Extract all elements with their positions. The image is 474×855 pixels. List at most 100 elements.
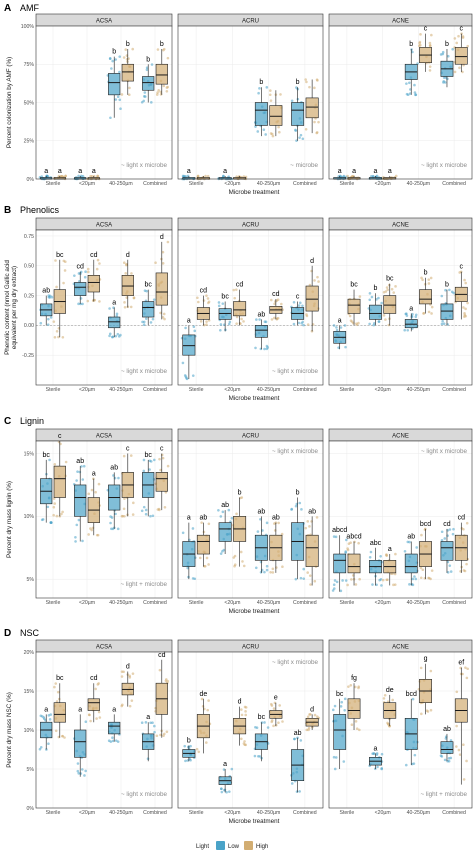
data-point — [446, 77, 449, 81]
data-point — [334, 756, 338, 759]
x-tick-label: 40-250µm — [109, 387, 132, 393]
data-point — [219, 328, 222, 332]
significance-letter: a — [223, 168, 227, 175]
data-point — [84, 270, 87, 274]
data-point — [166, 464, 170, 468]
data-point — [115, 312, 119, 316]
panel-letter-d: D — [4, 628, 11, 639]
model-annotation: ~ light x microbe — [421, 162, 468, 169]
box-iqr — [369, 304, 382, 320]
data-point — [408, 583, 411, 586]
box-combined-low: b — [290, 490, 306, 581]
data-point — [430, 33, 433, 37]
box-iqr — [333, 553, 347, 574]
data-point — [142, 99, 146, 103]
x-tick-label: Combined — [143, 387, 167, 393]
plot-border — [328, 440, 473, 599]
data-point — [413, 91, 417, 94]
box-20m-low: abc — [368, 540, 383, 587]
significance-letter: cd — [236, 282, 244, 289]
box-iqr — [347, 298, 361, 314]
data-point — [253, 754, 257, 758]
data-point — [165, 730, 169, 734]
facet-acsa: ACSA Sterile <20µm 40-250µm Combined a a a a b b b b… — [35, 13, 173, 187]
data-point — [298, 301, 302, 305]
data-point — [200, 697, 204, 701]
data-point — [227, 322, 231, 326]
significance-letter: a — [146, 714, 150, 721]
data-point — [116, 740, 120, 743]
facet-acru: ACRU Sterile <20µm 40-250µm Combined a a b b ~ mi… — [177, 13, 324, 187]
data-point — [242, 564, 246, 568]
data-point — [55, 329, 59, 333]
data-point — [349, 683, 353, 687]
data-point — [371, 583, 374, 586]
data-point — [344, 345, 347, 349]
data-point — [332, 535, 336, 538]
legend-label-high: High — [256, 844, 268, 850]
data-point — [260, 721, 264, 724]
data-point — [340, 700, 344, 704]
box-iqr — [404, 319, 418, 329]
data-point — [241, 560, 244, 563]
significance-letter: bcd — [406, 691, 417, 698]
panel-title-c: Lignin — [20, 416, 44, 426]
box-sterile-low: a — [38, 706, 53, 751]
data-point — [74, 540, 77, 543]
x-tick-label: <20µm — [375, 600, 391, 606]
data-point — [392, 291, 396, 294]
plot-border — [328, 25, 473, 180]
data-point — [466, 301, 469, 305]
legend-label-low: Low — [228, 844, 240, 850]
data-point — [343, 324, 347, 327]
panel-letter-c: C — [4, 416, 11, 427]
x-tick-label: Combined — [293, 387, 317, 393]
significance-letter: d — [160, 234, 164, 241]
data-point — [403, 328, 407, 332]
data-point — [161, 456, 165, 460]
data-point — [75, 479, 78, 482]
box-iqr — [53, 465, 66, 498]
box-20m-high: a — [381, 546, 397, 587]
box-iqr — [87, 275, 100, 293]
data-point — [380, 767, 383, 771]
plot-border — [177, 25, 324, 180]
significance-letter: cd — [76, 264, 84, 271]
significance-letter: b — [424, 270, 428, 277]
data-point — [80, 465, 83, 468]
data-point — [350, 174, 354, 178]
data-point — [111, 736, 114, 740]
facet-label: ACSA — [96, 433, 112, 439]
box-combined-high — [304, 78, 320, 135]
data-point — [207, 300, 211, 304]
significance-letter: a — [44, 168, 48, 175]
x-tick-label: 40-250µm — [407, 181, 430, 187]
data-point — [258, 755, 262, 758]
significance-letter: d — [310, 706, 314, 713]
significance-letter: g — [424, 656, 428, 663]
x-tick-label: Combined — [442, 810, 466, 816]
data-point — [408, 92, 412, 95]
significance-letter: bc — [42, 452, 50, 459]
data-point — [422, 312, 425, 315]
significance-letter: ab — [221, 502, 229, 509]
box-20m-high: cd — [87, 675, 102, 723]
data-point — [164, 679, 168, 683]
data-point — [452, 527, 455, 531]
data-point — [413, 753, 417, 757]
data-point — [429, 276, 433, 280]
data-point — [275, 566, 278, 569]
data-point — [453, 37, 457, 40]
significance-letter: a — [388, 168, 392, 175]
box-20m-high: d — [233, 699, 248, 747]
x-axis-title-a: Microbe treatment — [229, 189, 280, 196]
data-point — [76, 470, 79, 473]
x-tick-label: 40-250µm — [407, 387, 430, 393]
data-point — [313, 713, 317, 717]
box-combined-low: a — [140, 714, 156, 762]
data-point — [442, 76, 446, 79]
x-tick-label: Sterile — [46, 387, 61, 393]
data-point — [272, 724, 275, 728]
x-tick-label: Sterile — [46, 600, 61, 606]
